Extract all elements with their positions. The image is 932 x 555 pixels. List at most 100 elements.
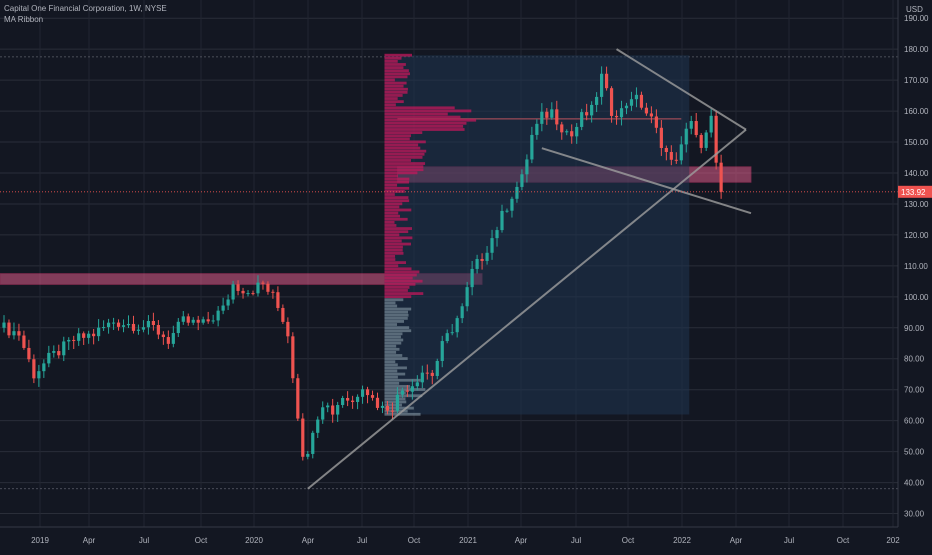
volume-profile-bar (384, 146, 421, 150)
candle-body (111, 322, 116, 324)
volume-profile-bar (384, 369, 398, 373)
candle-body (440, 341, 444, 361)
candle-body (430, 372, 434, 376)
volume-profile-bar (384, 124, 464, 128)
volume-profile-bar (384, 90, 408, 94)
volume-profile-bar (384, 75, 408, 79)
candle-body (380, 405, 385, 408)
candle-body (604, 73, 609, 89)
volume-profile-bar (384, 320, 405, 323)
y-tick-label: 110.00 (904, 262, 928, 271)
volume-profile-bar (384, 298, 404, 302)
candle-body (67, 339, 71, 342)
volume-profile-bar (384, 193, 395, 196)
volume-profile-bar (384, 168, 424, 172)
volume-profile-bar (384, 242, 411, 246)
candle-body (17, 331, 21, 336)
volume-profile-bar (384, 159, 411, 162)
volume-profile-bar (384, 121, 467, 125)
volume-profile-bar (384, 335, 401, 339)
x-tick-label: 202 (886, 536, 900, 545)
y-tick-label: 190.00 (904, 14, 929, 23)
volume-profile-bar (384, 338, 404, 342)
candle-body (106, 322, 111, 328)
volume-profile-bar (384, 329, 412, 333)
volume-profile-bar (384, 273, 417, 277)
volume-profile-bar (384, 279, 423, 283)
candle-body (251, 293, 255, 295)
candle-body (495, 230, 499, 239)
candle-body (370, 395, 375, 398)
x-tick-label: Oct (408, 536, 421, 545)
y-tick-label: 80.00 (904, 355, 925, 364)
candle-body (575, 126, 579, 137)
volume-profile-bar (384, 366, 407, 370)
volume-profile-bar (384, 162, 426, 165)
volume-profile (384, 53, 690, 416)
candle-body (619, 108, 624, 118)
candle-body (321, 407, 325, 420)
candle-body (470, 268, 474, 288)
candle-body (600, 73, 604, 97)
x-tick-label: 2021 (459, 536, 477, 545)
candle-body (385, 405, 390, 411)
candle-body (77, 333, 81, 341)
candle-body (346, 398, 350, 401)
candle-body (669, 152, 673, 160)
candle-body (57, 351, 61, 356)
y-tick-label: 70.00 (904, 386, 925, 395)
y-tick-label: 130.00 (904, 200, 929, 209)
volume-profile-bar (384, 214, 400, 218)
volume-profile-bar (384, 118, 477, 122)
candle-body (719, 162, 723, 192)
candle-body (246, 293, 250, 295)
y-tick-label: 40.00 (904, 479, 925, 488)
candle-body (560, 124, 564, 133)
volume-profile-bar (384, 239, 402, 243)
candle-body (595, 96, 599, 105)
volume-profile-bar (384, 196, 409, 199)
candle-body (545, 111, 549, 118)
candle-body (355, 396, 360, 402)
x-tick-label: Apr (83, 536, 96, 545)
candle-body (211, 320, 215, 322)
x-tick-label: Oct (837, 536, 850, 545)
candle-body (186, 316, 190, 323)
volume-profile-bar (384, 165, 424, 169)
volume-profile-bar (384, 224, 397, 227)
candle-body (455, 318, 459, 333)
volume-profile-bar (384, 301, 396, 305)
candle-body (151, 320, 155, 326)
volume-profile-bar (384, 332, 403, 336)
volume-profile-bar (384, 236, 413, 240)
volume-profile-bar (384, 388, 426, 391)
x-tick-label: Apr (515, 536, 528, 545)
candle-body (410, 386, 414, 392)
indicator-label[interactable]: MA Ribbon (4, 15, 44, 24)
volume-profile-bar (384, 323, 398, 326)
volume-profile-bar (384, 385, 411, 388)
volume-profile-bar (384, 409, 408, 413)
y-tick-label: 90.00 (904, 324, 925, 333)
candle-body (231, 284, 235, 300)
candle-body (52, 351, 56, 353)
candle-body (480, 259, 484, 261)
volume-profile-bar (384, 341, 402, 345)
volume-profile-bar (384, 310, 408, 314)
volume-profile-bar (384, 245, 403, 249)
candle-body (22, 335, 26, 348)
volume-profile-bar (384, 344, 397, 348)
candle-body (191, 319, 195, 323)
candle-body (336, 405, 340, 415)
volume-profile-bar (384, 378, 421, 382)
candle-body (659, 127, 663, 148)
volume-profile-bar (384, 149, 427, 153)
volume-profile-bar (384, 112, 448, 116)
candle-body (530, 134, 534, 160)
falling-trendline (616, 48, 747, 131)
volume-profile-bar (384, 397, 406, 401)
volume-profile-bar (384, 313, 409, 317)
candle-body (460, 306, 464, 319)
volume-profile-bar (384, 59, 398, 63)
